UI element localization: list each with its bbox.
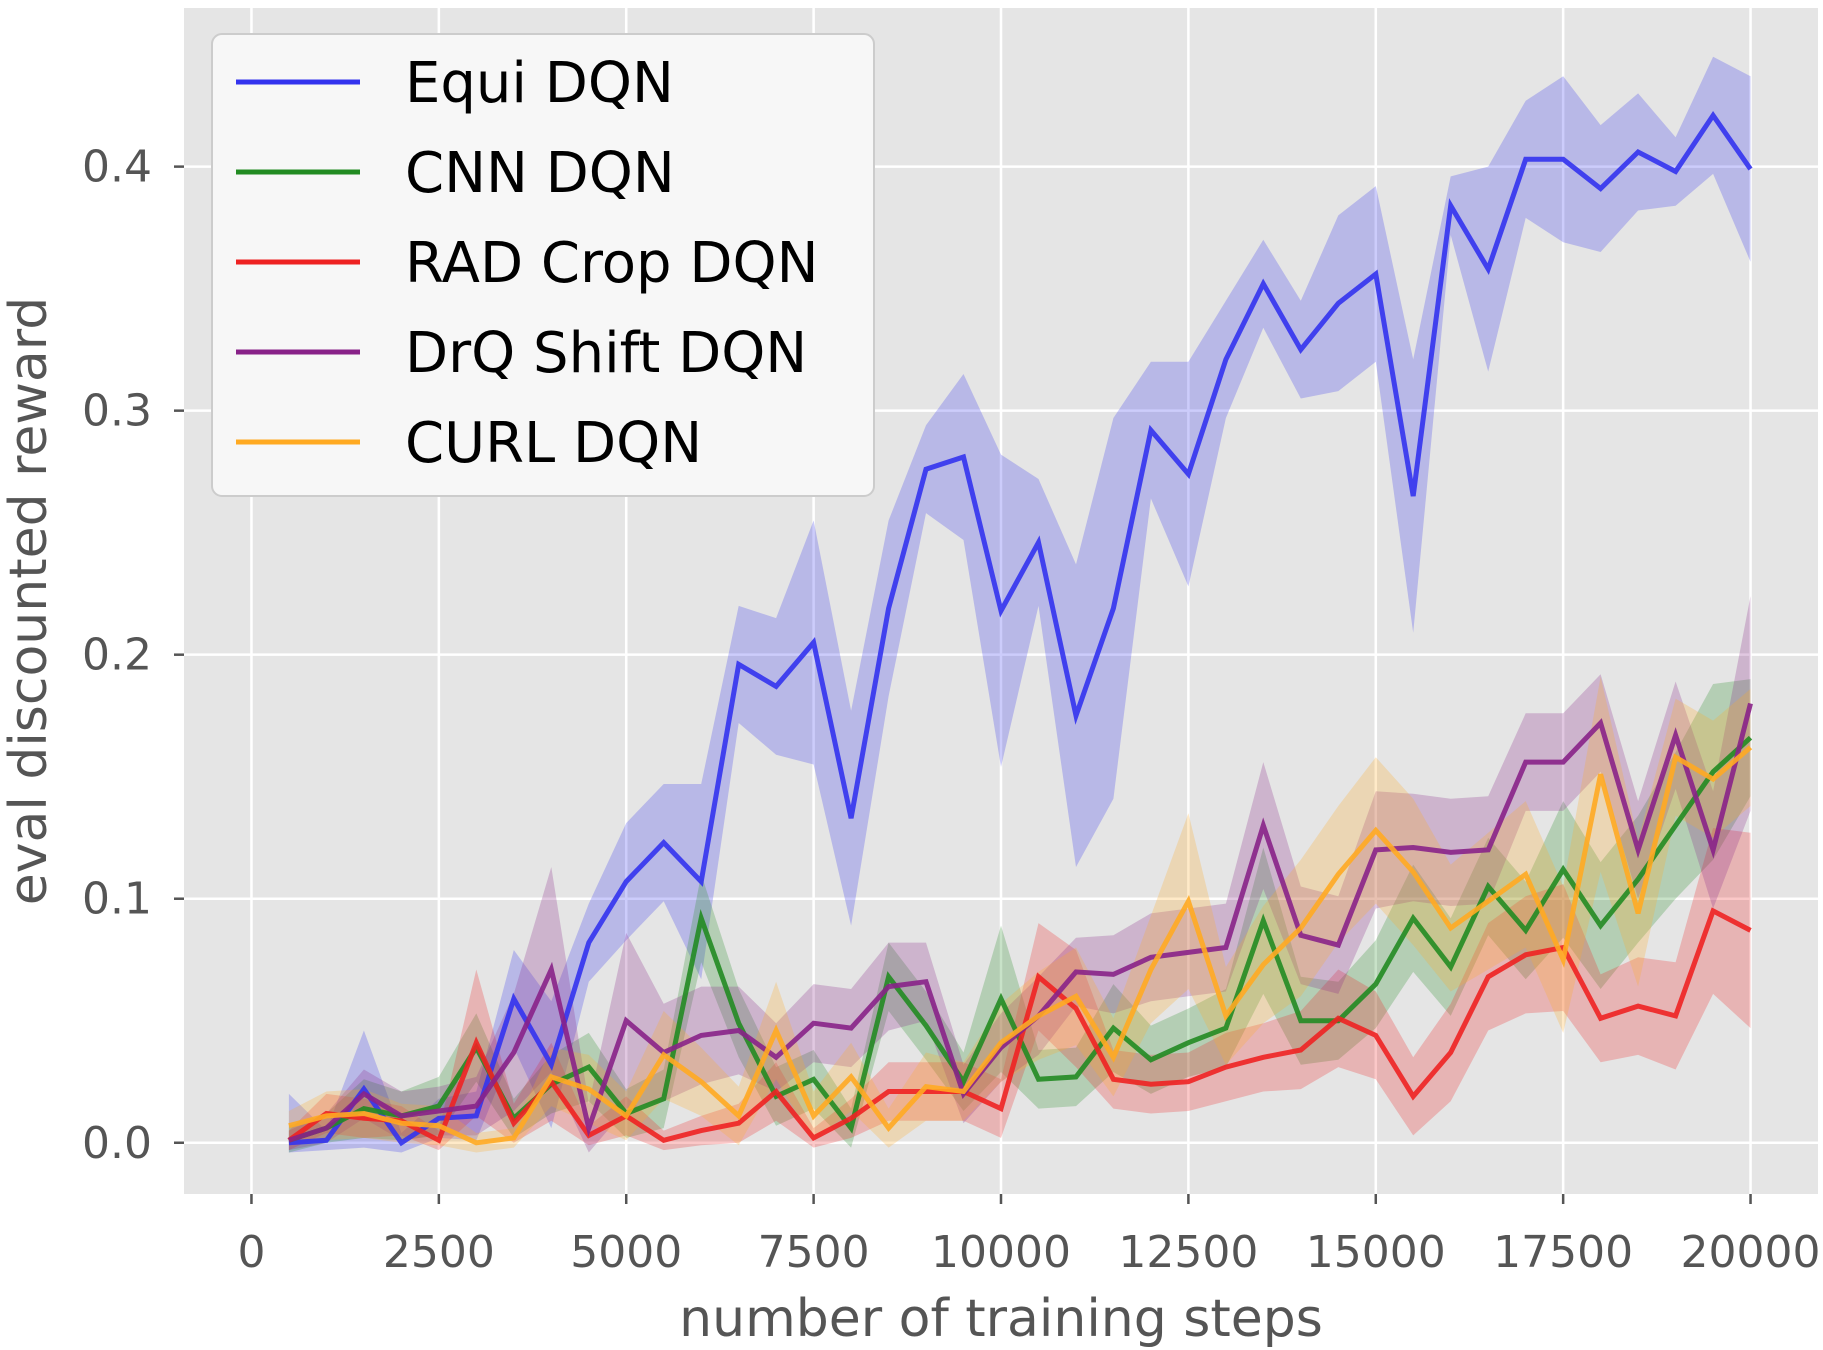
x-axis-ticks: 0 2500 5000 7500 10000 12500 15000 17500 20000 [237, 1194, 1821, 1278]
y-axis-label: eval discounted reward [0, 297, 59, 906]
rad-crop-dqn-band [288, 828, 1751, 1151]
x-tick-label: 7500 [758, 1227, 870, 1278]
x-tick-label: 5000 [570, 1227, 682, 1278]
equi-dqn-legend-label: Equi DQN [405, 51, 674, 116]
curl-dqn-band [288, 676, 1751, 1153]
y-tick-label: 0.2 [82, 630, 152, 681]
x-axis-label: number of training steps [679, 1289, 1323, 1349]
x-tick-label: 15000 [1306, 1227, 1446, 1278]
x-tick-label: 0 [237, 1227, 265, 1278]
y-tick-label: 0.4 [82, 142, 152, 193]
y-tick-label: 0.1 [82, 874, 152, 925]
drq-shift-dqn-legend-label: DrQ Shift DQN [405, 321, 807, 386]
x-tick-label: 17500 [1493, 1227, 1633, 1278]
y-axis-ticks: 0.0 0.1 0.2 0.3 0.4 [82, 142, 184, 1169]
x-tick-label: 2500 [383, 1227, 495, 1278]
x-tick-label: 10000 [931, 1227, 1071, 1278]
x-tick-label: 20000 [1681, 1227, 1821, 1278]
y-tick-label: 0.3 [82, 386, 152, 437]
series-lines [287, 110, 1753, 1147]
rad-crop-dqn-line [287, 907, 1752, 1144]
curl-dqn-line [288, 745, 1753, 1146]
legend: Equi DQN CNN DQN RAD Crop DQN DrQ Shift DQN… [211, 33, 875, 497]
curl-dqn-legend-label: CURL DQN [405, 411, 702, 476]
legend-items: Equi DQN CNN DQN RAD Crop DQN DrQ Shift DQN… [236, 51, 818, 476]
x-tick-label: 12500 [1118, 1227, 1258, 1278]
equi-dqn-line [288, 110, 1753, 1147]
drq-shift-dqn-band [288, 596, 1751, 1153]
cnn-dqn-legend-label: CNN DQN [405, 141, 675, 206]
y-tick-label: 0.0 [82, 1118, 152, 1169]
legend-box [211, 33, 875, 497]
rad-crop-dqn-legend-label: RAD Crop DQN [405, 231, 818, 296]
